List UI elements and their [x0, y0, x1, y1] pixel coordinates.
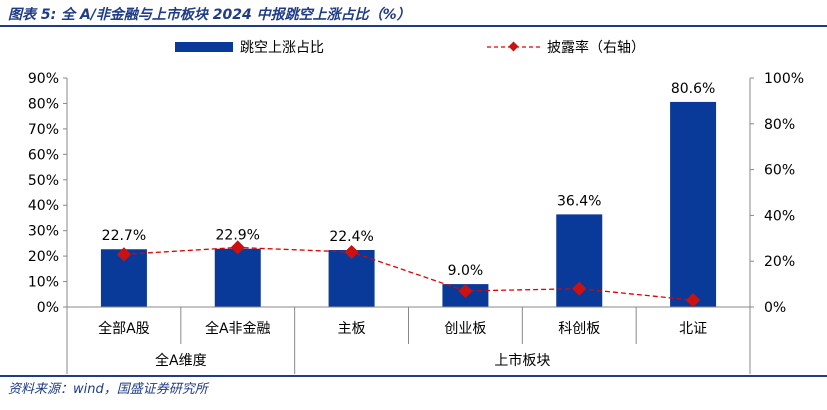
legend-line-marker: [508, 41, 519, 52]
bar-value-label: 36.4%: [557, 193, 601, 209]
bar: [328, 250, 375, 307]
line-marker: [572, 281, 587, 296]
bar-value-label: 22.9%: [216, 228, 260, 244]
line-marker: [344, 244, 359, 260]
figure-title: 图表 5: 全 A/非金融与上市板块 2024 中报跳空上涨占比（%）: [8, 7, 411, 23]
x-tick-label: 全部A股: [98, 320, 150, 337]
legend-line-label: 披露率（右轴）: [547, 39, 645, 56]
bar-value-label: 80.6%: [671, 81, 715, 97]
bar: [670, 101, 717, 307]
line-series: [123, 246, 694, 301]
title-rule: [0, 25, 827, 27]
bar-value-label: 22.7%: [102, 228, 146, 244]
y-left-tick-label: 50%: [28, 173, 59, 189]
x-tick-label: 主板: [338, 321, 366, 337]
y-right-tick-label: 80%: [764, 117, 795, 133]
line-marker: [230, 240, 245, 255]
y-left-tick-label: 80%: [28, 96, 59, 112]
legend-bar-label: 跳空上涨占比: [240, 40, 324, 56]
y-left-tick-label: 0%: [37, 300, 59, 316]
y-right-tick-label: 100%: [764, 71, 804, 87]
legend-bar-swatch: [175, 42, 233, 52]
y-left-tick-label: 70%: [28, 122, 59, 138]
x-tick-label: 北证: [679, 321, 707, 337]
y-left-tick-label: 60%: [28, 147, 59, 163]
line-marker: [686, 293, 701, 308]
x-tick-label: 创业板: [444, 321, 486, 337]
y-left-tick-label: 20%: [28, 249, 59, 265]
bar: [214, 248, 261, 307]
group-label: 上市板块: [494, 352, 550, 369]
group-label: 全A维度: [155, 352, 207, 369]
source-note: 资料来源：wind，国盛证券研究所: [8, 382, 208, 397]
line-marker: [458, 283, 473, 299]
x-tick-label: 科创板: [558, 321, 600, 337]
y-left-tick-label: 40%: [28, 198, 59, 214]
y-right-tick-label: 20%: [764, 254, 795, 270]
y-right-tick-label: 40%: [764, 208, 795, 224]
y-right-tick-label: 0%: [764, 300, 786, 316]
y-right-tick-label: 60%: [764, 163, 795, 179]
x-tick-label: 全A非金融: [205, 320, 271, 337]
y-left-tick-label: 90%: [28, 71, 59, 87]
bar-value-label: 22.4%: [329, 229, 373, 245]
chart: 跳空上涨占比 披露率（右轴） 0% 10% 20% 30% 40% 50% 60% 70% 80% 9…: [28, 39, 804, 374]
y-left-tick-label: 30%: [28, 224, 59, 240]
bar-value-label: 9.0%: [448, 263, 484, 279]
source-rule: [0, 375, 827, 377]
y-left-tick-label: 10%: [28, 275, 59, 291]
